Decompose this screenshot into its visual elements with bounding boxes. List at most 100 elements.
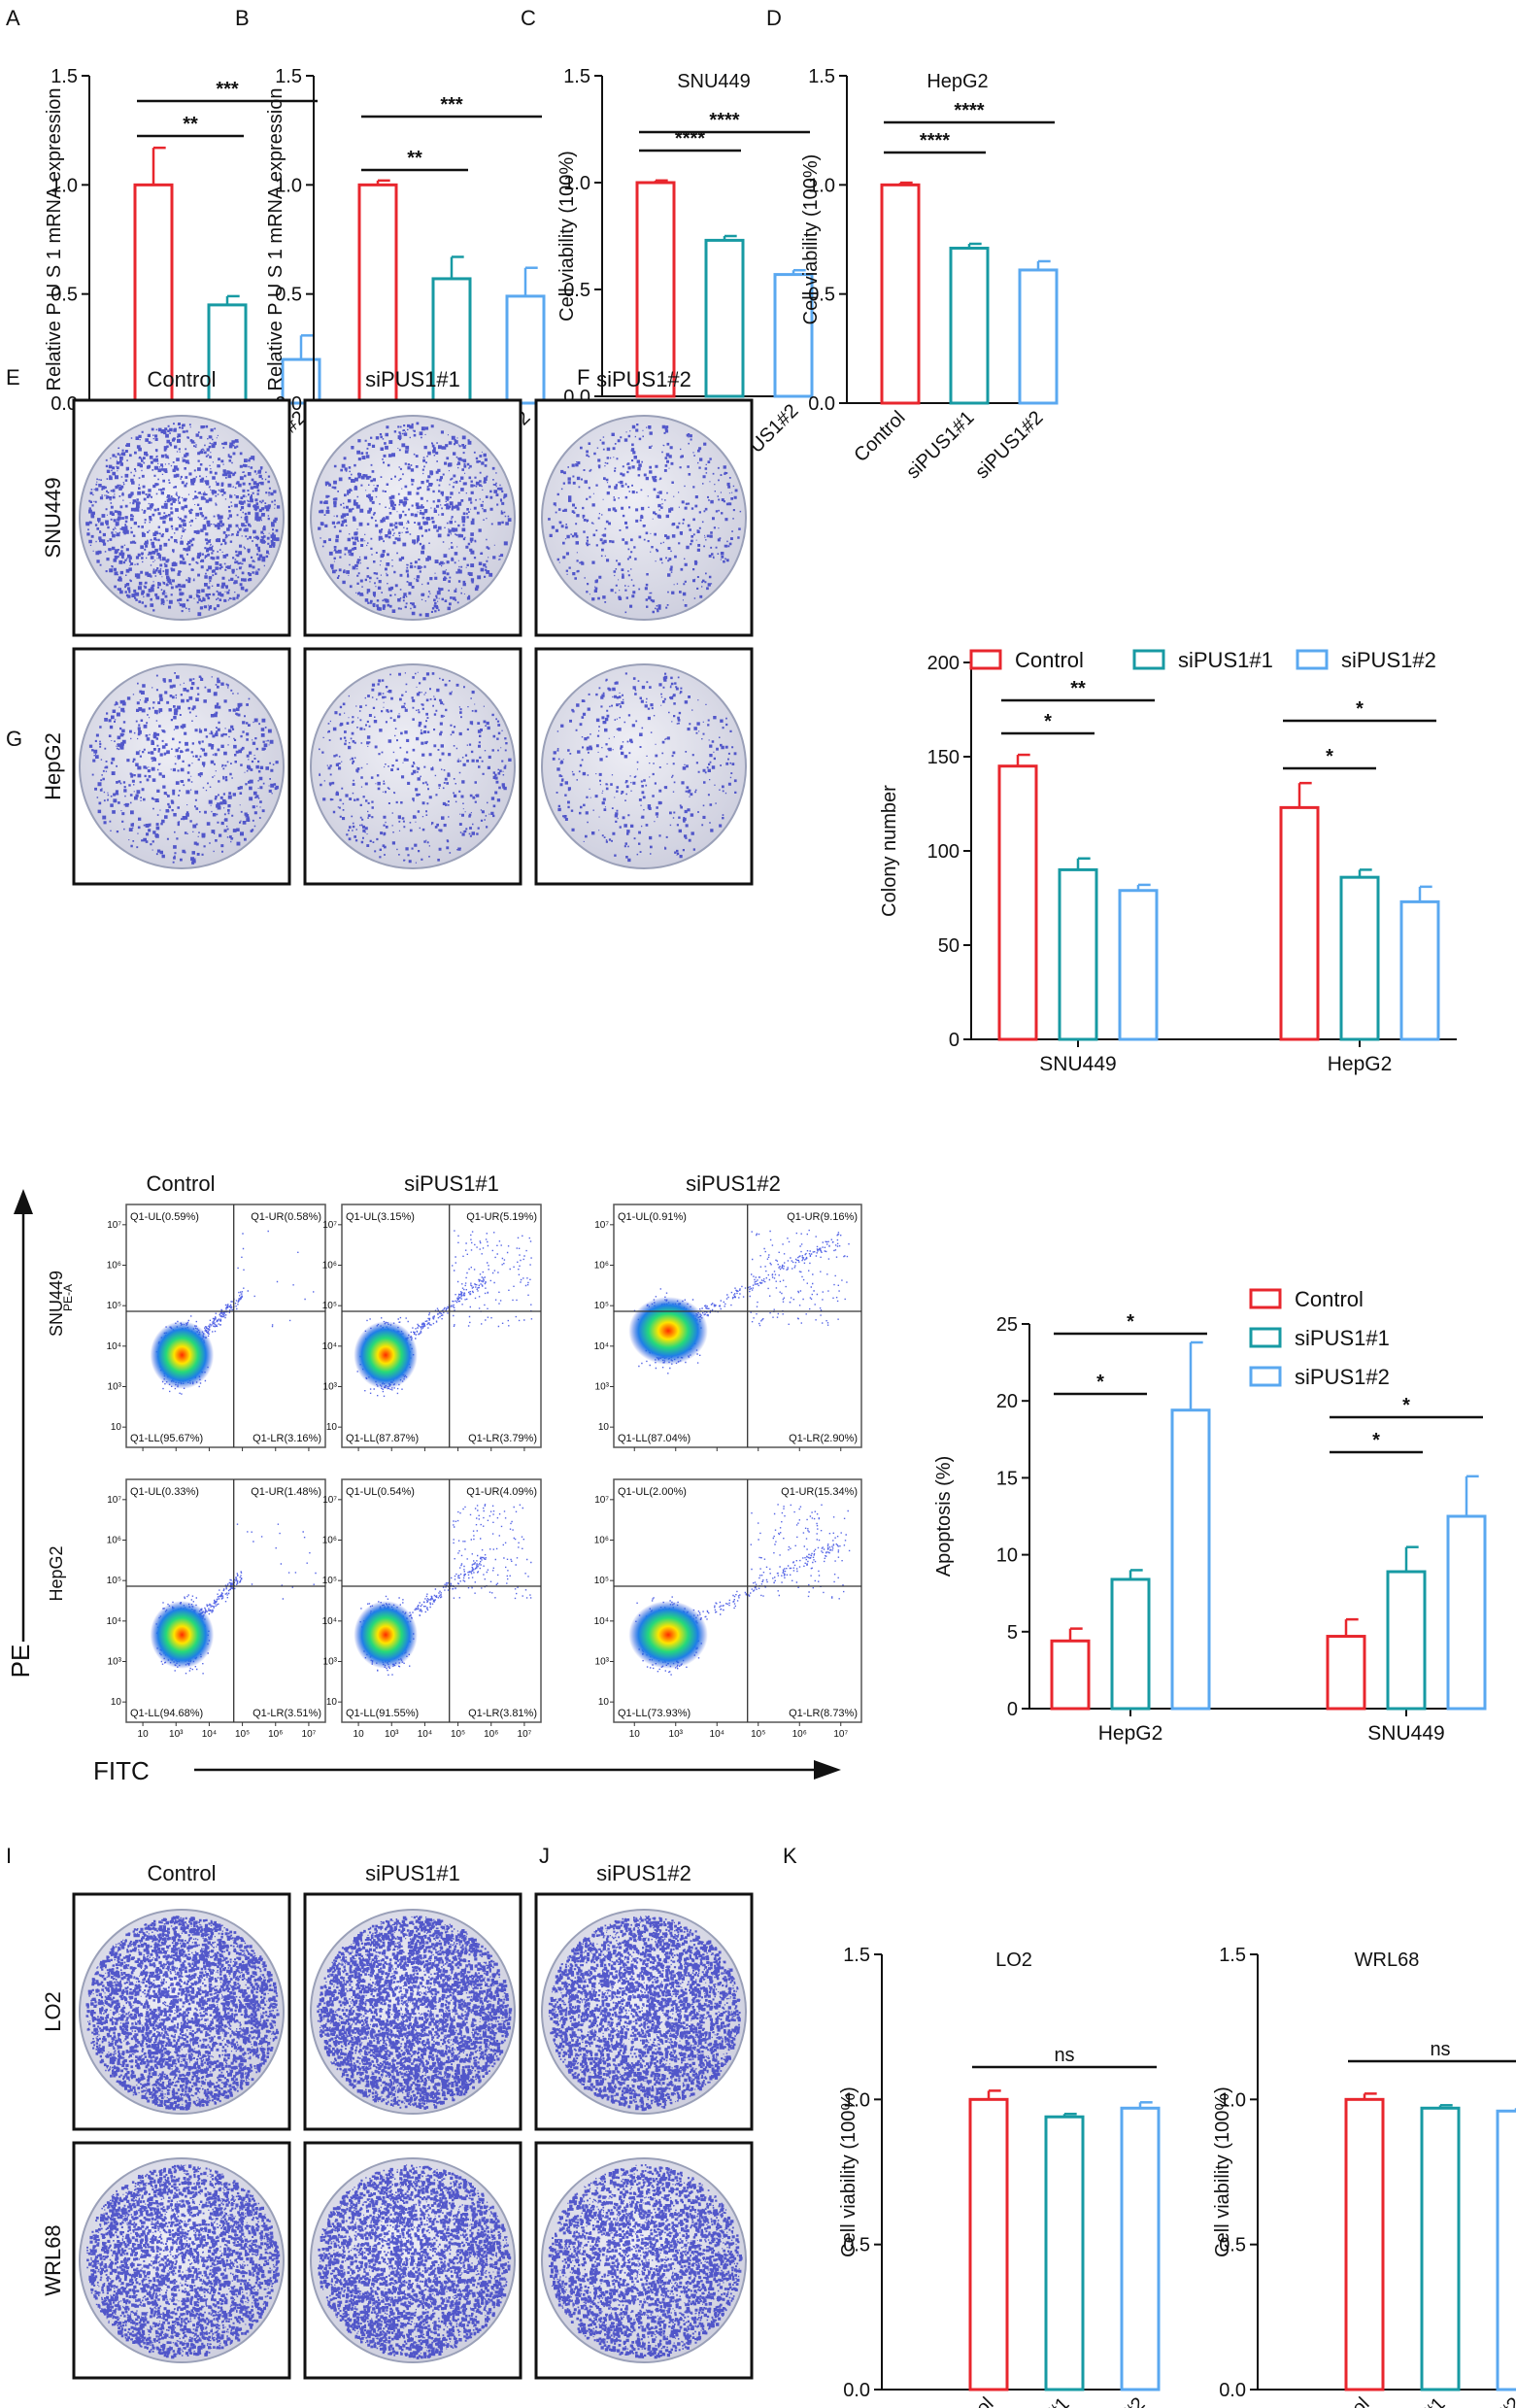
- quadrant-ll: Q1-LL(87.04%): [618, 1433, 691, 1444]
- row-label: WRL68: [41, 2224, 65, 2295]
- significance-label: ****: [920, 130, 950, 152]
- panel-i-plate: [72, 2141, 291, 2380]
- panel-label-i: I: [6, 1844, 12, 1868]
- y-tick-label: 10⁵: [594, 1576, 609, 1586]
- x-tick-label: SNU449: [1039, 1053, 1116, 1075]
- x-tick-label: 10³: [169, 1729, 184, 1740]
- y-tick-label: 0.5: [1219, 2235, 1246, 2256]
- colony-dots: [552, 672, 737, 863]
- x-tick-label: siPUS1#2: [1073, 2393, 1149, 2408]
- bar: [1279, 805, 1320, 1041]
- x-tick-label: 10⁵: [451, 1729, 465, 1740]
- chart-title: WRL68: [1355, 1950, 1420, 1971]
- legend-swatch: [1132, 649, 1165, 670]
- y-tick-label: 10: [326, 1422, 338, 1433]
- column-header: siPUS1#1: [365, 1861, 460, 1885]
- y-tick-label: 5: [1007, 1622, 1018, 1644]
- x-tick-label: 10: [629, 1729, 641, 1740]
- column-header: siPUS1#1: [365, 367, 460, 391]
- y-tick-label: 0.0: [843, 2380, 870, 2401]
- panel-label-c: C: [521, 6, 536, 30]
- panel-label-g: G: [6, 727, 22, 751]
- panel-e-grid: Control siPUS1#1 siPUS1#2 SNU449 HepG2: [41, 367, 691, 800]
- y-tick-label: 1.5: [1219, 1945, 1246, 1966]
- significance-label: *: [1402, 1395, 1410, 1416]
- y-tick-label: 1.0: [563, 173, 590, 194]
- y-tick-label: 15: [996, 1468, 1018, 1489]
- pe-axis-label: PE: [6, 1645, 35, 1679]
- y-tick-label: 10⁵: [322, 1301, 337, 1311]
- colony-dots: [548, 2164, 743, 2359]
- quadrant-ll: Q1-LL(91.55%): [346, 1708, 419, 1719]
- y-tick-label: 10⁷: [322, 1220, 337, 1231]
- y-tick-label: 1.5: [843, 1945, 870, 1966]
- legend-swatch: [1296, 649, 1329, 670]
- row-label: SNU449: [47, 1271, 66, 1337]
- quadrant-ul: Q1-UL(0.91%): [618, 1211, 687, 1223]
- row-label: LO2: [41, 1991, 65, 2032]
- legend-label: siPUS1#2: [1341, 648, 1436, 672]
- density-core: [628, 1601, 708, 1669]
- y-tick-label: 1.5: [808, 66, 835, 87]
- x-tick-label: 10⁷: [518, 1729, 532, 1740]
- y-tick-label: 10⁶: [107, 1261, 121, 1272]
- flow-plot-frame: [125, 1204, 326, 1448]
- fitc-arrow-head: [814, 1760, 841, 1780]
- quadrant-ur: Q1-UR(0.58%): [251, 1211, 321, 1223]
- quadrant-ll: Q1-LL(73.93%): [618, 1708, 691, 1719]
- y-tick-label: 10⁶: [594, 1536, 609, 1546]
- panel-label-e: E: [6, 365, 20, 390]
- x-tick-label: 10⁷: [833, 1729, 848, 1740]
- panel-e-plate: [534, 647, 754, 886]
- chart-d: 0.0 0.5 1.0 1.5 Cell viability (100%) HepG2 Co…: [800, 66, 1059, 483]
- x-tick-label: siPUS1#1: [902, 407, 978, 483]
- y-tick-label: 0: [949, 1030, 960, 1051]
- quadrant-ur: Q1-UR(1.48%): [251, 1486, 321, 1498]
- x-tick-label: Control: [938, 2393, 997, 2408]
- quadrant-ul: Q1-UL(0.59%): [130, 1211, 199, 1223]
- y-tick-label: 10⁷: [322, 1495, 337, 1506]
- y-tick-label: 10⁵: [594, 1301, 609, 1311]
- plate-dish: [79, 663, 285, 869]
- bar: [1044, 2115, 1085, 2391]
- x-tick-label: siPUS1#2: [1449, 2393, 1516, 2408]
- y-tick-label: 0.0: [808, 393, 835, 415]
- inner-y-label: PE-A: [61, 1284, 75, 1311]
- y-tick-label: 0: [1007, 1699, 1018, 1720]
- colony-dots: [317, 1916, 513, 2110]
- significance-label: ****: [675, 128, 705, 150]
- bar: [1420, 2106, 1461, 2391]
- legend-label: siPUS1#1: [1295, 1326, 1390, 1350]
- flow-plot: Q1-UL(0.59%) Q1-UR(0.58%) Q1-LL(95.67%) Q1-…: [107, 1204, 326, 1451]
- panel-label-a: A: [6, 6, 20, 30]
- flow-plot: Q1-UL(3.15%) Q1-UR(5.19%) Q1-LL(87.87%) Q1-…: [322, 1204, 542, 1451]
- y-tick-label: 10³: [323, 1382, 338, 1393]
- y-tick-label: 10: [111, 1422, 122, 1433]
- legend-label: siPUS1#1: [1178, 648, 1273, 672]
- bar: [1018, 268, 1059, 405]
- y-tick-label: 10³: [108, 1657, 122, 1668]
- y-tick-label: 10³: [595, 1382, 610, 1393]
- density-core: [354, 1601, 418, 1669]
- panel-i-grid: Control siPUS1#1 siPUS1#2 LO2 WRL68: [41, 1861, 691, 2296]
- plate-dish: [79, 415, 285, 621]
- panel-label-f: F: [577, 365, 590, 390]
- significance-label: ***: [216, 79, 239, 100]
- bar: [1170, 1408, 1211, 1711]
- x-tick-label: HepG2: [1098, 1722, 1163, 1745]
- y-tick-label: 10: [996, 1545, 1018, 1567]
- quadrant-ur: Q1-UR(9.16%): [787, 1211, 858, 1223]
- quadrant-lr: Q1-LR(3.16%): [253, 1433, 321, 1444]
- column-header: siPUS1#2: [596, 1861, 691, 1885]
- significance-label: ****: [709, 110, 739, 131]
- flow-plot: Q1-UL(0.33%) Q1-UR(1.48%) Q1-LL(94.68%) Q1-…: [107, 1478, 326, 1740]
- y-tick-label: 10: [326, 1697, 338, 1708]
- chart-k: 0.0 0.5 1.0 1.5 Cell viability (100%) WRL68 Co…: [1212, 1945, 1516, 2408]
- row-label: HepG2: [47, 1545, 66, 1601]
- significance-label: **: [1070, 678, 1086, 699]
- x-tick-label: siPUS1#1: [1373, 2393, 1449, 2408]
- density-core: [354, 1321, 418, 1389]
- y-tick-label: 0.5: [563, 280, 590, 301]
- colony-dots: [85, 423, 281, 617]
- chart-h: 0 5 10 15 20 25 Apoptosis (%) HepG2 SNU449 * * * * Co…: [933, 1287, 1487, 1745]
